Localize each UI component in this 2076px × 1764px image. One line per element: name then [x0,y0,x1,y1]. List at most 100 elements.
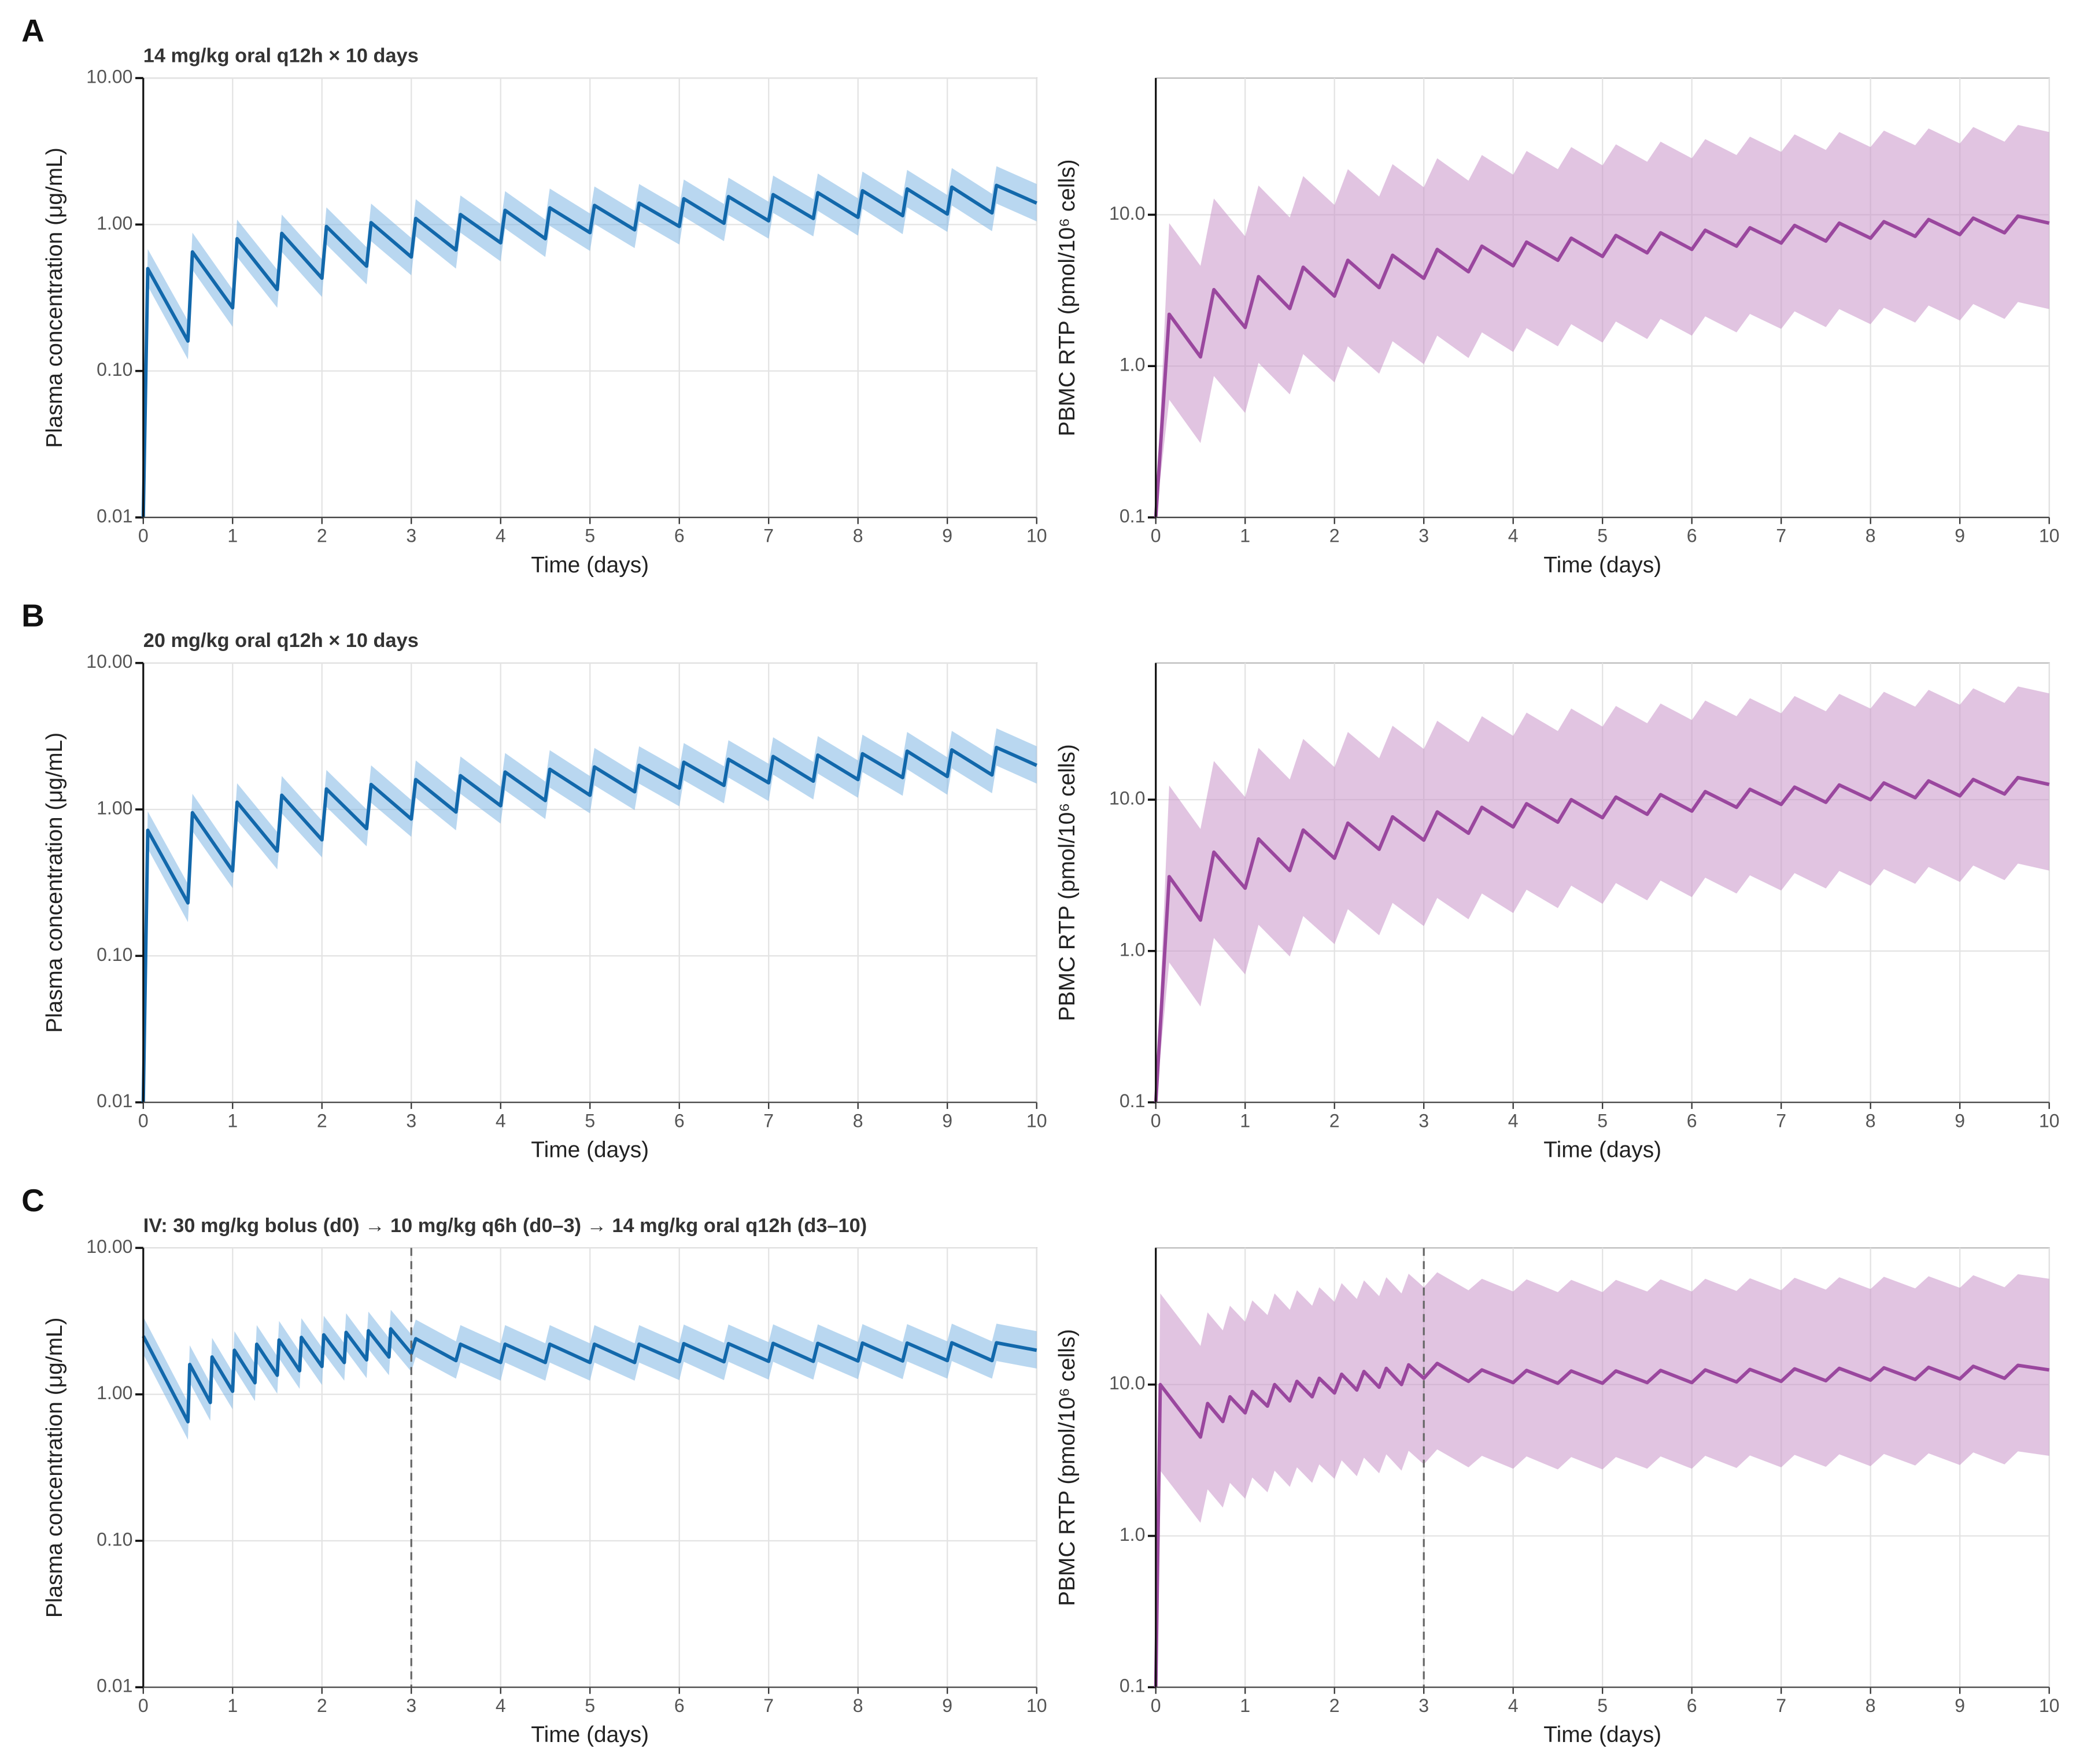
panel: 0 1 2 3 4 5 6 7 8 9 10 0.1 1.0 10.0 Time (days) PBMC RT… [1055,662,2060,1163]
x-tick-label: 5 [1597,1110,1608,1131]
y-tick-label: 0.10 [97,1529,132,1549]
y-axis-label: PBMC RTP (pmol/10⁶ cells) [1055,159,1080,436]
panel: 0 1 2 3 4 5 6 7 8 9 10 0.1 1.0 10.0 Time (days) PBMC RT… [1055,77,2060,578]
median-line [141,183,1037,517]
y-tick-label: 0.1 [1120,505,1146,526]
x-tick-label: 4 [496,1110,506,1131]
y-tick-label: 0.1 [1120,1090,1146,1111]
x-tick-label: 0 [1151,1695,1161,1716]
x-tick-label: 9 [1955,526,1965,546]
y-tick-label: 0.01 [97,1676,132,1696]
x-tick-label: 9 [1955,1695,1965,1716]
x-tick-label: 6 [674,1110,685,1131]
x-tick-label: 4 [1508,526,1519,546]
x-tick-label: 9 [942,1110,952,1131]
y-tick-label: 10.00 [86,651,132,672]
x-tick-label: 9 [942,1695,952,1716]
y-tick-label: 10.00 [86,1236,132,1257]
y-tick-label: 0.01 [97,1090,132,1111]
x-tick-label: 1 [1240,1695,1250,1716]
panel-label: A [21,13,45,49]
x-tick-label: 1 [227,1110,238,1131]
median-line [1154,775,2050,1103]
x-tick-label: 2 [317,1695,327,1716]
y-tick-label: 1.00 [97,797,132,818]
x-axis-label: Time (days) [1543,1138,1661,1163]
x-tick-label: 8 [853,526,863,546]
x-axis-label: Time (days) [531,553,649,578]
band [1155,686,2049,1103]
x-tick-label: 4 [496,526,506,546]
x-tick-label: 7 [1776,1110,1786,1131]
panel-label: C [21,1182,45,1218]
x-tick-label: 1 [1240,1110,1250,1131]
band [1155,125,2049,517]
y-axis-label: PBMC RTP (pmol/10⁶ cells) [1055,744,1080,1021]
x-tick-label: 5 [585,1110,595,1131]
band [1155,1272,2049,1688]
x-tick-label: 8 [1866,1110,1876,1131]
panel-title: 14 mg/kg oral q12h × 10 days [143,45,419,66]
x-axis-label: Time (days) [531,1138,649,1163]
y-tick-label: 10.00 [86,66,132,87]
x-tick-label: 3 [406,1695,416,1716]
x-tick-label: 10 [2039,1110,2060,1131]
x-tick-label: 6 [674,526,685,546]
x-tick-label: 5 [585,1695,595,1716]
y-axis-label: Plasma concentration (μg/mL) [42,733,67,1033]
x-tick-label: 2 [317,1110,327,1131]
x-tick-label: 8 [853,1695,863,1716]
y-tick-label: 0.01 [97,505,132,526]
panel: 0 1 2 3 4 5 6 7 8 9 10 0.01 0.10 1.00 10.00 Time (days)… [21,1182,1047,1747]
y-axis-label: Plasma concentration (μg/mL) [42,1318,67,1618]
x-tick-label: 6 [1687,1110,1697,1131]
x-tick-label: 5 [1597,526,1608,546]
x-tick-label: 6 [674,1695,685,1716]
panel: 0 1 2 3 4 5 6 7 8 9 10 0.01 0.10 1.00 10.00 Time (days)… [21,597,1047,1162]
x-tick-label: 2 [1329,1695,1340,1716]
y-tick-label: 0.10 [97,944,132,965]
x-tick-label: 8 [1866,526,1876,546]
x-tick-label: 2 [1329,526,1340,546]
x-axis-label: Time (days) [1543,553,1661,578]
x-tick-label: 7 [1776,1695,1786,1716]
y-tick-label: 1.00 [97,1382,132,1403]
x-tick-label: 1 [227,1695,238,1716]
x-tick-label: 10 [2039,526,2060,546]
x-tick-label: 10 [1026,1110,1047,1131]
x-tick-label: 10 [2039,1695,2060,1716]
x-tick-label: 3 [406,526,416,546]
x-tick-label: 7 [763,1110,774,1131]
x-tick-label: 9 [942,526,952,546]
median-line [1154,1362,2050,1688]
y-tick-label: 10.0 [1109,788,1145,809]
x-tick-label: 3 [1419,526,1429,546]
x-tick-label: 5 [585,526,595,546]
panel: 0 1 2 3 4 5 6 7 8 9 10 0.01 0.10 1.00 10.00 Time (days)… [21,13,1047,578]
x-tick-label: 6 [1687,526,1697,546]
y-tick-label: 1.0 [1120,939,1146,960]
y-tick-label: 1.0 [1120,354,1146,375]
x-tick-label: 7 [1776,526,1786,546]
x-tick-label: 2 [317,526,327,546]
x-tick-label: 8 [1866,1695,1876,1716]
x-tick-label: 4 [496,1695,506,1716]
x-tick-label: 6 [1687,1695,1697,1716]
x-tick-label: 3 [406,1110,416,1131]
median-line [141,745,1037,1103]
median-line [1154,214,2050,518]
y-tick-label: 10.0 [1109,203,1145,224]
y-axis-label: Plasma concentration (μg/mL) [42,147,67,448]
x-tick-label: 0 [138,1695,149,1716]
y-tick-label: 1.0 [1120,1524,1146,1545]
x-tick-label: 4 [1508,1695,1519,1716]
x-tick-label: 1 [1240,526,1250,546]
x-tick-label: 3 [1419,1110,1429,1131]
panel-label: B [21,597,45,633]
x-tick-label: 9 [1955,1110,1965,1131]
x-tick-label: 0 [1151,1110,1161,1131]
x-tick-label: 4 [1508,1110,1519,1131]
y-tick-label: 1.00 [97,213,132,234]
